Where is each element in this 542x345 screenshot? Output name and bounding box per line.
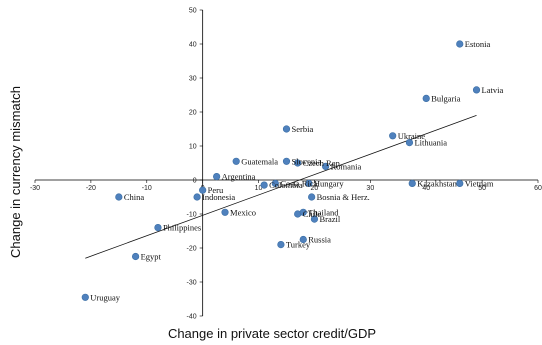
x-tick-label: -30 <box>30 185 40 192</box>
x-tick-label: 40 <box>422 185 430 192</box>
point-label: Argentina <box>222 172 256 182</box>
point-label: Ukraine <box>398 131 426 141</box>
y-tick-label: 30 <box>189 76 197 83</box>
point-label: Brazil <box>319 214 340 224</box>
data-point-costa-rica <box>271 179 279 187</box>
point-label: Turkey <box>286 240 311 250</box>
axes-layer <box>34 9 539 317</box>
data-point-argentina <box>213 173 221 181</box>
points-layer <box>81 40 481 301</box>
data-point-russia <box>299 235 307 244</box>
data-point-indonesia <box>193 193 201 201</box>
data-point-egypt <box>132 252 140 261</box>
data-point-serbia <box>282 125 291 133</box>
point-label: Bulgaria <box>431 93 460 103</box>
data-point-romania <box>322 162 330 170</box>
point-label: Colombia <box>269 180 303 190</box>
data-point-vietnam <box>456 179 464 187</box>
data-point-peru <box>199 186 207 194</box>
point-label: Peru <box>208 185 224 195</box>
x-tick-label: 50 <box>478 185 486 192</box>
data-point-lithuania <box>405 139 414 147</box>
x-tick-label: 10 <box>255 185 263 192</box>
data-point-hungary <box>305 179 313 187</box>
x-axis-title: Change in private sector credit/GDP <box>168 326 376 341</box>
data-point-china <box>115 193 123 201</box>
y-tick-label: -20 <box>187 246 197 253</box>
point-label: Russia <box>308 235 331 245</box>
point-label: Latvia <box>482 85 504 95</box>
data-point-philippines <box>154 224 162 232</box>
trendline-layer <box>85 115 477 259</box>
data-point-bulgaria <box>422 94 430 102</box>
x-tick-label: -10 <box>142 185 152 192</box>
point-label: Slovenia <box>292 156 322 166</box>
point-label: Indonesia <box>202 192 235 202</box>
x-tick-label: 20 <box>311 185 319 192</box>
y-tick-label: -30 <box>187 280 197 287</box>
point-label: Guatemala <box>241 156 278 166</box>
x-tick-label: 60 <box>534 185 542 192</box>
data-point-estonia <box>456 40 464 48</box>
point-labels-layer: Estonia Latvia Bulgaria Serbia UkraineLithua… <box>90 39 503 302</box>
y-tick-label: 50 <box>189 8 197 15</box>
y-axis-title: Change in currency mismatch <box>8 86 23 258</box>
point-label: Bosnia & Herz. <box>317 192 370 202</box>
point-label: Thailand <box>308 207 339 217</box>
point-label: Romania <box>331 161 362 171</box>
data-point-ukraine <box>389 132 397 140</box>
point-label: Czech Rep. <box>303 158 342 168</box>
x-tick-label: 30 <box>366 185 374 192</box>
point-label: Mexico <box>230 207 256 217</box>
data-point-slovenia <box>282 157 291 165</box>
point-label: China <box>124 192 145 202</box>
point-label: Costa Rica <box>280 178 317 188</box>
point-label: Vietnam <box>465 178 494 188</box>
y-tick-label: -40 <box>187 314 197 321</box>
data-point-bosnia-herz <box>308 193 316 201</box>
data-point-czech-rep <box>294 159 302 167</box>
data-point-thailand <box>299 208 307 216</box>
y-tick-label: 40 <box>189 42 197 49</box>
data-point-turkey <box>277 241 285 249</box>
y-tick-label: 10 <box>189 144 197 151</box>
x-tick-label: -20 <box>86 185 96 192</box>
y-tick-label: -10 <box>187 212 197 219</box>
point-label: Estonia <box>465 39 491 49</box>
data-point-colombia <box>260 181 268 189</box>
data-point-mexico <box>221 208 229 216</box>
point-label: Chile <box>303 209 322 219</box>
point-label: Philippines <box>163 223 201 233</box>
point-label: Hungary <box>314 178 344 188</box>
point-label: Egypt <box>141 252 162 262</box>
data-point-brazil <box>310 215 319 223</box>
y-tick-label: 20 <box>189 110 197 117</box>
data-point-guatemala <box>232 157 240 165</box>
data-point-kazakhstan <box>408 179 416 187</box>
point-label: Serbia <box>292 124 314 134</box>
data-point-latvia <box>472 86 481 94</box>
trendline <box>85 115 477 259</box>
point-label: Lithuania <box>414 138 447 148</box>
data-point-uruguay <box>81 293 89 301</box>
point-label: Uruguay <box>90 292 120 302</box>
point-label: Kazakhstan <box>417 178 457 188</box>
y-tick-label: 0 <box>193 178 197 185</box>
